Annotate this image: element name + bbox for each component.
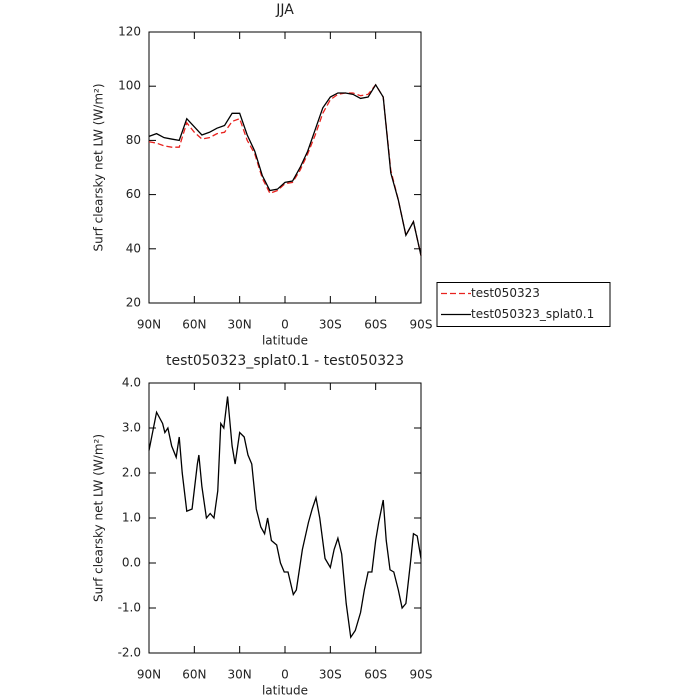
- x-tick-label: 90S: [410, 668, 433, 682]
- x-tick-label: 60N: [182, 668, 206, 682]
- y-tick-label: 2.0: [122, 466, 141, 480]
- x-tick-label: 60S: [364, 318, 387, 332]
- x-axis-label: latitude: [262, 334, 308, 348]
- series-line: [148, 83, 422, 256]
- chart-title: JJA: [275, 2, 294, 18]
- legend-label: test050323: [471, 286, 540, 300]
- y-tick-label: 80: [126, 133, 141, 147]
- y-tick-label: 60: [126, 187, 141, 201]
- y-tick-label: 4.0: [122, 376, 141, 390]
- x-axis-label: latitude: [262, 684, 308, 698]
- x-tick-label: 60N: [182, 318, 206, 332]
- y-tick-label: -2.0: [118, 646, 141, 660]
- y-tick-label: 40: [126, 241, 141, 255]
- y-tick-label: -1.0: [118, 601, 141, 615]
- series-line: [148, 396, 422, 640]
- chart-title: test050323_splat0.1 - test050323: [166, 353, 404, 369]
- x-tick-label: 30N: [228, 318, 252, 332]
- x-tick-label: 0: [281, 318, 289, 332]
- x-tick-label: 30S: [319, 668, 342, 682]
- legend-box: [436, 282, 611, 327]
- y-axis-label: Surf clearsky net LW (W/m²): [92, 83, 106, 251]
- x-tick-label: 30N: [228, 668, 252, 682]
- x-tick-label: 60S: [364, 668, 387, 682]
- series-line: [148, 83, 422, 256]
- x-tick-label: 0: [281, 668, 289, 682]
- y-tick-label: 1.0: [122, 511, 141, 525]
- x-tick-label: 90N: [137, 318, 161, 332]
- y-tick-label: 0.0: [122, 556, 141, 570]
- y-axis-label: Surf clearsky net LW (W/m²): [92, 434, 106, 602]
- x-tick-label: 90N: [137, 668, 161, 682]
- x-tick-label: 30S: [319, 318, 342, 332]
- y-tick-label: 120: [118, 25, 141, 39]
- y-tick-label: 100: [118, 79, 141, 93]
- x-tick-label: 90S: [410, 318, 433, 332]
- plot-frame: [148, 31, 422, 304]
- legend-label: test050323_splat0.1: [471, 307, 594, 321]
- y-tick-label: 3.0: [122, 421, 141, 435]
- y-tick-label: 20: [126, 296, 141, 310]
